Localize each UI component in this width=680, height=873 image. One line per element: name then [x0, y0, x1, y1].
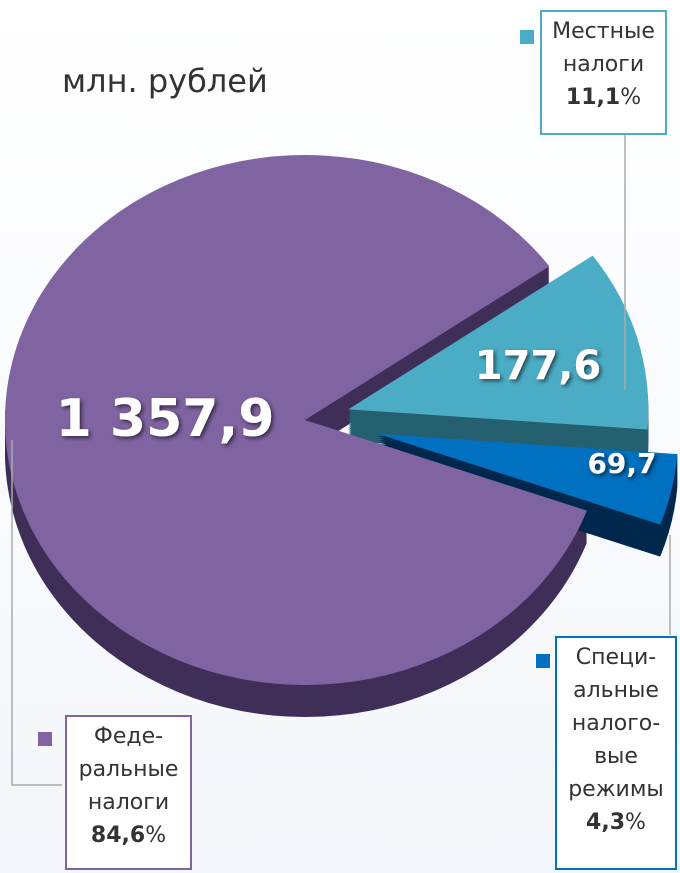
percent-unit: %: [145, 823, 167, 848]
legend-box: Местные налоги 11,1%: [540, 10, 667, 135]
legend-marker: [536, 654, 550, 668]
legend-percent: 11,1%: [542, 81, 665, 114]
legend-name: Специ- альные налого- вые режимы: [568, 645, 664, 802]
percent-unit: %: [625, 810, 646, 835]
data-label: 69,7: [587, 447, 656, 480]
legend-name: Местные налоги: [552, 19, 655, 77]
slice: [348, 255, 649, 430]
percent-value: 11,1: [565, 85, 621, 110]
percent-value: 4,3: [586, 810, 626, 835]
legend-name: Феде- ральные налоги: [78, 724, 179, 815]
leader-line: [11, 440, 62, 786]
slice: [5, 154, 587, 685]
legend-marker: [520, 30, 534, 44]
legend-percent: 84,6%: [67, 819, 190, 852]
percent-value: 84,6: [90, 823, 146, 848]
data-label: 1 357,9: [56, 389, 275, 449]
data-label: 177,6: [475, 343, 602, 389]
legend-box: Специ- альные налого- вые режимы 4,3%: [555, 636, 677, 870]
legend-percent: 4,3%: [557, 806, 675, 839]
chart-title: млн. рублей: [62, 62, 268, 100]
legend-marker: [38, 732, 52, 746]
legend-box: Феде- ральные налоги 84,6%: [65, 715, 192, 870]
percent-unit: %: [620, 85, 642, 110]
slice: [378, 433, 678, 525]
